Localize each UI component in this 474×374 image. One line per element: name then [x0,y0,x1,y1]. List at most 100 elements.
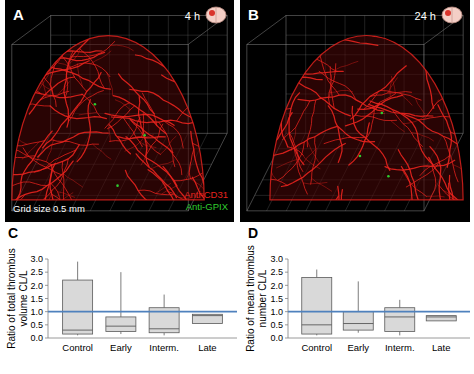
y-axis-label: Ratio of mean thrombusnumber CL/L [245,245,268,352]
vessel [431,236,449,252]
panel-label: C [8,225,18,241]
vessel [7,147,51,165]
vessel [312,186,339,234]
panel-label: B [248,6,259,23]
wire [51,35,227,36]
vessel [249,108,291,112]
vessel [451,132,474,147]
vessel [419,116,467,120]
vessel [4,41,44,66]
vessel [146,124,163,155]
vessel [58,193,73,204]
vessel [391,76,395,94]
vessel [34,150,76,172]
box [343,312,373,330]
x-tick-label: Control [62,342,93,353]
reference-line [48,311,237,313]
vessel [245,77,322,84]
vessel [180,223,193,236]
x-tick-label: Early [347,342,369,353]
y-tick [285,311,288,312]
thrombus-dot [94,103,97,106]
vessel [93,144,112,159]
vessel [333,225,334,243]
vessel [303,182,327,184]
brain-icon [216,7,217,23]
y-tick-label: 1.5 [270,294,283,304]
lower-whisker [399,331,400,335]
vessel [311,137,316,184]
vessel [369,104,433,116]
vessel [0,141,13,149]
vessel [281,112,288,147]
box-chart: CRatio of total thrombusvolume CL/L0.00.… [6,225,237,353]
vessel [453,165,474,176]
box [426,316,456,321]
y-tick [45,259,48,260]
vessel [177,98,217,121]
vessel [417,241,455,279]
y-tick-label: 1.5 [30,294,43,304]
vessel [126,137,177,186]
vessel [401,167,417,260]
vessel [402,113,474,156]
brain-icon [206,7,226,23]
vessel [337,190,343,231]
x-tick-label: Interm. [385,342,415,353]
vessel [351,66,407,119]
vessel [35,212,49,231]
y-tick [45,285,48,286]
x-tick-label: Late [198,342,217,353]
y-tick [285,285,288,286]
vessel [390,79,392,97]
vessel [148,170,184,224]
vessel [255,127,337,163]
vessel [349,123,369,165]
vessel [283,39,378,45]
y-tick [285,298,288,299]
y-tick-label: 0.5 [30,320,43,330]
vessel [186,220,188,238]
vessel [411,133,433,141]
vessel [112,117,195,124]
vessel [197,240,221,279]
y-tick [45,311,48,312]
vessel [136,55,174,71]
vessel [255,98,267,111]
vessel [125,170,168,227]
thrombus-dot [116,184,119,187]
vessel [235,32,256,44]
vessel [77,100,90,162]
vessel [205,213,214,235]
y-axis-label-line: volume CL/L [18,270,29,327]
y-axis-label-line: number CL/L [257,269,268,327]
vessel [105,103,130,128]
vessel [365,218,413,240]
vessel [38,132,109,157]
vessel [0,78,4,81]
vessel [312,178,332,191]
vessel [221,239,242,251]
vessel [329,64,336,105]
panel-label: A [13,6,24,23]
x-tick-label: Interm. [149,342,179,353]
vessel [32,76,51,90]
time-label: 4 h [185,10,200,22]
vessel [186,162,190,179]
vessel [227,161,261,194]
vessel [39,69,51,90]
y-tick [45,298,48,299]
vessel [245,33,249,57]
image-background [240,0,470,222]
upper-whisker [316,270,317,278]
vessel [456,27,468,48]
vessel [330,220,350,243]
vessel [198,234,238,256]
thrombus-dot [381,112,384,115]
vessel [445,201,450,218]
vessel [284,224,308,225]
vessel [358,95,403,109]
thrombus-dot [359,155,362,158]
vessel [270,164,277,180]
vessel [283,101,310,140]
